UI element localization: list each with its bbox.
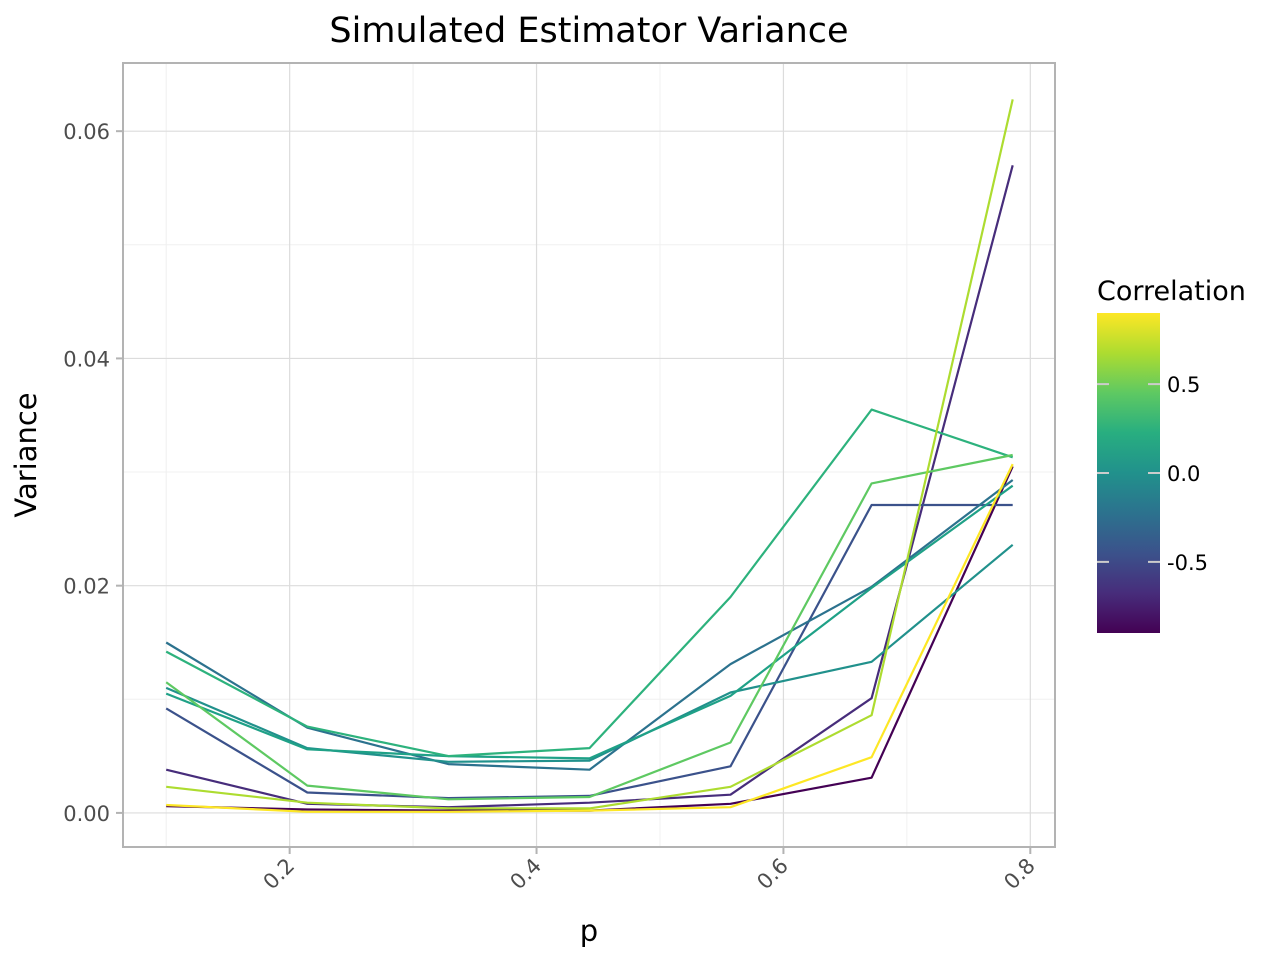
x-tick-label: 0.8: [999, 854, 1040, 895]
panel-border: [122, 62, 1056, 848]
legend: Correlation 0.5 0.0 -0.5: [1097, 276, 1246, 633]
plot-panel: [122, 62, 1056, 848]
colorbar-tick-label: 0.0: [1167, 462, 1200, 486]
x-tick-label: 0.6: [752, 854, 793, 895]
x-tick-label: 0.2: [259, 854, 300, 895]
grid-minor: [123, 63, 1055, 847]
grid-major: [123, 63, 1055, 847]
y-tick-label: 0.06: [63, 120, 110, 144]
series-line: [166, 463, 1014, 813]
x-axis-title: p: [580, 914, 598, 948]
x-axis: 0.2 0.4 0.6 0.8: [259, 847, 1040, 894]
y-tick-label: 0.02: [63, 575, 110, 599]
series-line: [165, 165, 1014, 809]
x-tick-label: 0.4: [505, 854, 546, 895]
series-line: [166, 99, 1014, 810]
colorbar-tick-label: -0.5: [1167, 551, 1208, 575]
colorbar-ticks: 0.5 0.0 -0.5: [1097, 373, 1208, 575]
series-lines: [165, 99, 1014, 813]
y-axis-title: Variance: [9, 392, 43, 517]
y-tick-label: 0.04: [63, 347, 110, 371]
y-tick-label: 0.00: [63, 802, 110, 826]
series-line: [165, 484, 1014, 760]
series-line: [165, 408, 1014, 758]
series-line: [165, 453, 1013, 801]
chart-title: Simulated Estimator Variance: [329, 11, 848, 51]
colorbar-tick-label: 0.5: [1167, 373, 1200, 397]
legend-title: Correlation: [1097, 276, 1246, 307]
series-line: [165, 543, 1014, 763]
y-axis: 0.00 0.02 0.04 0.06: [63, 120, 123, 826]
